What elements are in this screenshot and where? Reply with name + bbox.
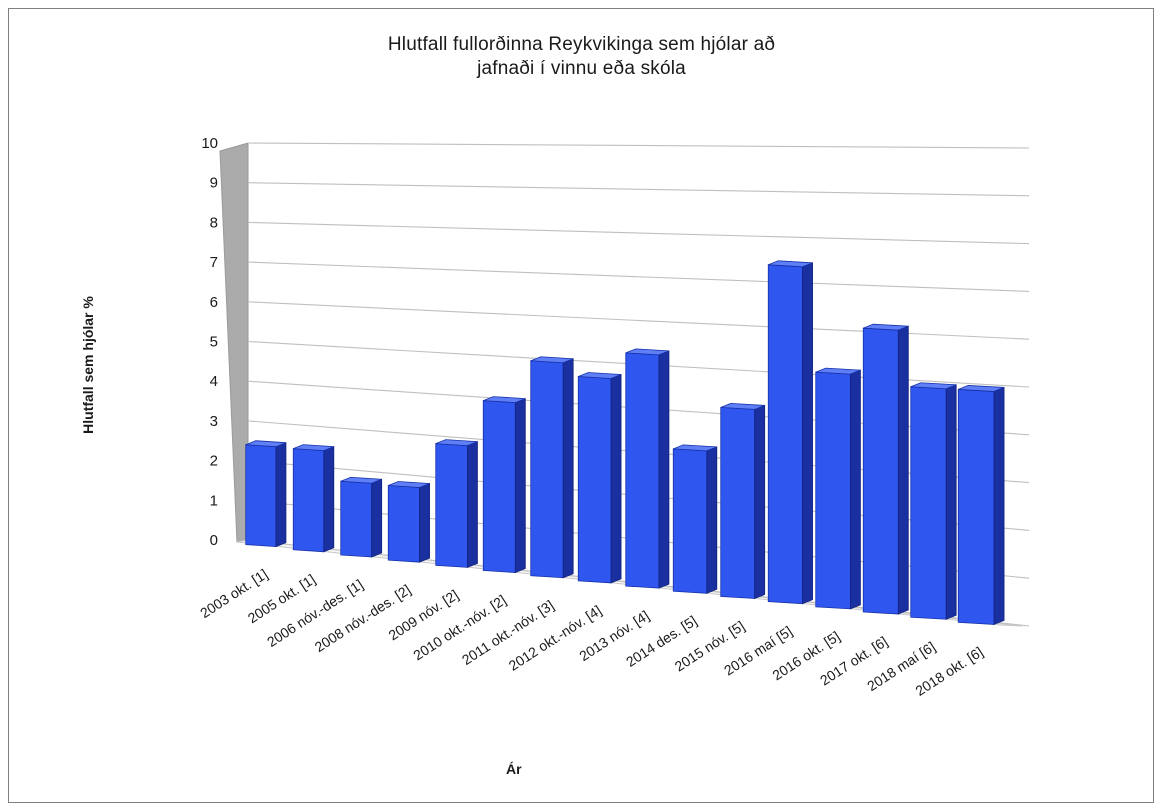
bar-side bbox=[993, 386, 1005, 625]
bar-side bbox=[514, 398, 526, 574]
bar-top bbox=[958, 385, 1005, 392]
bar-top bbox=[910, 382, 957, 390]
y-tick-label: 5 bbox=[210, 334, 218, 351]
bar bbox=[720, 402, 766, 600]
bar-top bbox=[340, 476, 382, 484]
bar-front bbox=[340, 480, 373, 558]
bar-front bbox=[387, 485, 420, 563]
bar bbox=[625, 348, 670, 589]
bar-side bbox=[610, 373, 622, 584]
bar-front bbox=[530, 360, 564, 579]
bar bbox=[387, 481, 430, 563]
bar-side bbox=[706, 446, 718, 594]
bar-front bbox=[245, 444, 277, 548]
bar-top bbox=[863, 323, 909, 331]
bar-front bbox=[910, 386, 947, 620]
gridline bbox=[247, 301, 1030, 340]
x-tick-label: 2012 okt.-nóv. [4] bbox=[506, 602, 605, 674]
bar-top bbox=[530, 356, 574, 364]
x-tick-label: 2008 nóv.-des. [2] bbox=[312, 581, 414, 655]
bar-front bbox=[720, 406, 756, 599]
bar-top bbox=[293, 444, 334, 452]
gridline bbox=[247, 182, 1030, 197]
y-tick-label: 10 bbox=[201, 135, 218, 152]
y-tick-label: 4 bbox=[210, 373, 218, 390]
bar-side bbox=[323, 446, 335, 553]
bar-top bbox=[673, 444, 717, 452]
bar-front bbox=[957, 389, 995, 625]
y-tick-label: 3 bbox=[210, 413, 218, 430]
bar-side bbox=[275, 442, 287, 548]
bar-side bbox=[658, 350, 670, 589]
gridline bbox=[247, 221, 1030, 245]
y-tick-label: 9 bbox=[210, 175, 218, 192]
bar-side bbox=[419, 482, 430, 563]
x-axis-label: Ár bbox=[506, 761, 522, 777]
chart-border bbox=[8, 8, 1154, 803]
bar-top bbox=[768, 260, 813, 268]
bar bbox=[862, 323, 909, 615]
bar-front bbox=[292, 448, 325, 553]
bar-top bbox=[245, 440, 287, 448]
bar-front bbox=[482, 400, 516, 573]
bar-front bbox=[672, 448, 708, 594]
bar bbox=[340, 476, 383, 558]
y-tick-label: 1 bbox=[210, 492, 218, 509]
bar-front bbox=[862, 327, 899, 615]
y-tick-label: 2 bbox=[210, 453, 218, 470]
bar bbox=[577, 372, 622, 584]
bar-side bbox=[897, 325, 909, 615]
bar-top bbox=[435, 439, 478, 447]
bar-front bbox=[577, 376, 612, 584]
bar-top bbox=[578, 372, 622, 379]
bar bbox=[435, 439, 478, 568]
y-tick-label: 7 bbox=[210, 254, 218, 271]
bar-top bbox=[815, 367, 861, 375]
chart-title-line-1: Hlutfall fullorðinna Reykvikinga sem hjó… bbox=[387, 34, 776, 55]
y-tick-label: 8 bbox=[210, 214, 218, 231]
x-tick-label: 2011 okt.-nóv. [3] bbox=[459, 597, 557, 668]
bar bbox=[672, 444, 718, 594]
bar bbox=[910, 382, 957, 620]
bar bbox=[482, 396, 526, 574]
bar-side bbox=[467, 441, 478, 568]
bar-side bbox=[945, 384, 957, 620]
bar-front bbox=[625, 352, 660, 589]
bar bbox=[292, 444, 335, 553]
bar bbox=[767, 260, 813, 605]
bar-front bbox=[815, 371, 851, 610]
bar-front bbox=[767, 264, 803, 605]
y-tick-label: 6 bbox=[210, 294, 218, 311]
bar bbox=[245, 440, 287, 548]
chart-title-line-2: jafnaði í vinnu eða skóla bbox=[477, 58, 686, 79]
bar-side bbox=[754, 404, 766, 600]
bar-side bbox=[850, 369, 861, 610]
gridline bbox=[247, 261, 1030, 292]
bar bbox=[530, 356, 574, 579]
bar-side bbox=[802, 262, 813, 605]
bar-front bbox=[435, 443, 468, 568]
side-wall bbox=[219, 142, 249, 543]
bar bbox=[815, 367, 861, 610]
bar-top bbox=[388, 481, 430, 488]
bar-side bbox=[371, 478, 383, 558]
x-tick-label: 2010 okt.-nóv. [2] bbox=[410, 592, 509, 664]
bar bbox=[957, 385, 1005, 625]
bar-top bbox=[720, 402, 765, 410]
bar-top bbox=[625, 348, 670, 356]
bar-top bbox=[483, 396, 526, 403]
y-tick-label: 0 bbox=[210, 532, 218, 549]
bar-side bbox=[562, 358, 574, 579]
gridline bbox=[247, 142, 1030, 149]
